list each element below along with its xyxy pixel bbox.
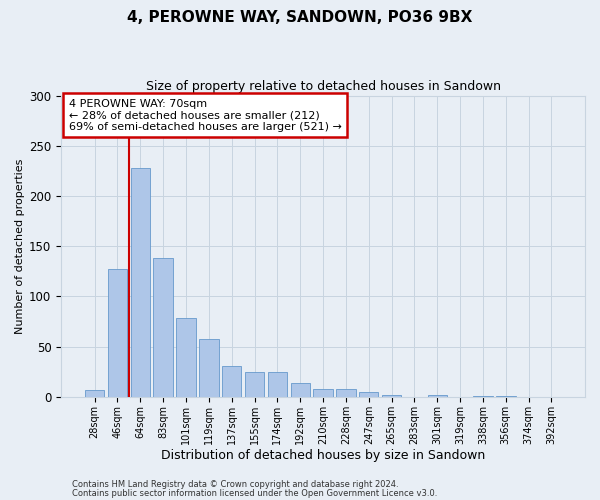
- X-axis label: Distribution of detached houses by size in Sandown: Distribution of detached houses by size …: [161, 450, 485, 462]
- Bar: [473, 396, 493, 397]
- Bar: [359, 392, 379, 397]
- Text: 4, PEROWNE WAY, SANDOWN, PO36 9BX: 4, PEROWNE WAY, SANDOWN, PO36 9BX: [127, 10, 473, 25]
- Bar: [428, 395, 447, 397]
- Bar: [336, 389, 356, 397]
- Y-axis label: Number of detached properties: Number of detached properties: [15, 158, 25, 334]
- Bar: [85, 390, 104, 397]
- Bar: [496, 396, 515, 397]
- Bar: [199, 338, 218, 397]
- Bar: [245, 372, 264, 397]
- Text: Contains public sector information licensed under the Open Government Licence v3: Contains public sector information licen…: [72, 488, 437, 498]
- Title: Size of property relative to detached houses in Sandown: Size of property relative to detached ho…: [146, 80, 500, 93]
- Bar: [382, 395, 401, 397]
- Bar: [268, 372, 287, 397]
- Text: 4 PEROWNE WAY: 70sqm
← 28% of detached houses are smaller (212)
69% of semi-deta: 4 PEROWNE WAY: 70sqm ← 28% of detached h…: [69, 98, 342, 132]
- Bar: [290, 383, 310, 397]
- Bar: [131, 168, 150, 397]
- Bar: [222, 366, 241, 397]
- Bar: [154, 258, 173, 397]
- Bar: [313, 389, 333, 397]
- Text: Contains HM Land Registry data © Crown copyright and database right 2024.: Contains HM Land Registry data © Crown c…: [72, 480, 398, 489]
- Bar: [108, 270, 127, 397]
- Bar: [176, 318, 196, 397]
